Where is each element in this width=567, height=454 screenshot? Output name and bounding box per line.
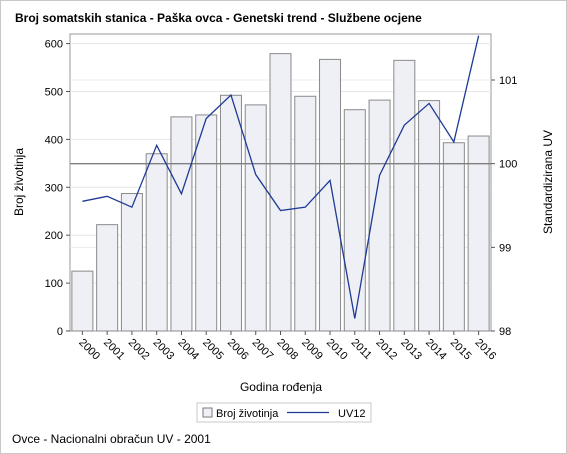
y-tick-label: 100 bbox=[45, 278, 63, 290]
x-tick-label: 2014 bbox=[423, 337, 449, 363]
x-tick-label: 2011 bbox=[349, 337, 374, 362]
y2-axis-label: Standardizirana UV bbox=[541, 130, 555, 234]
x-tick-label: 2001 bbox=[101, 337, 127, 363]
y-axis-left: 0 100 200 300 400 500 600 bbox=[45, 39, 70, 338]
x-tick-label: 2007 bbox=[250, 337, 276, 363]
y-tick-label: 300 bbox=[45, 182, 63, 194]
bar bbox=[467, 135, 490, 332]
legend-bar-swatch bbox=[202, 407, 213, 418]
uv12-line bbox=[82, 35, 480, 319]
x-axis: 2000200120022003200420052006200720082009… bbox=[76, 331, 498, 362]
legend-line-label: UV12 bbox=[338, 408, 366, 420]
legend: Broj životinja UV12 bbox=[196, 402, 372, 423]
bar bbox=[418, 100, 441, 332]
bar bbox=[120, 193, 143, 332]
x-tick-label: 2016 bbox=[472, 337, 498, 363]
bar bbox=[442, 142, 465, 332]
y2-tick-label: 99 bbox=[499, 242, 511, 254]
x-tick-label: 2008 bbox=[274, 337, 300, 363]
bar bbox=[219, 94, 242, 332]
bar bbox=[145, 153, 168, 332]
bar-series bbox=[71, 53, 490, 332]
chart-title: Broj somatskih stanica - Paška ovca - Ge… bbox=[15, 11, 422, 25]
bar bbox=[244, 104, 267, 332]
y-tick-label: 200 bbox=[45, 230, 63, 242]
x-tick-label: 2003 bbox=[151, 337, 177, 363]
bar bbox=[319, 58, 342, 332]
y-tick-label: 500 bbox=[45, 86, 63, 98]
x-tick-label: 2004 bbox=[175, 337, 201, 363]
x-tick-label: 2006 bbox=[225, 337, 251, 363]
x-axis-label: Godina rođenja bbox=[240, 380, 322, 394]
x-tick-label: 2009 bbox=[299, 337, 325, 363]
x-tick-label: 2005 bbox=[200, 337, 226, 363]
legend-frame bbox=[196, 402, 372, 423]
footnote: Ovce - Nacionalni obračun UV - 2001 bbox=[12, 432, 211, 446]
bar bbox=[343, 109, 366, 332]
y-axis-label: Broj životinja bbox=[12, 148, 26, 216]
bar bbox=[71, 270, 94, 332]
bar bbox=[393, 59, 416, 332]
y-axis-right: 98 99 100 101 bbox=[491, 75, 517, 338]
x-tick-label: 2015 bbox=[448, 337, 474, 363]
bar bbox=[195, 114, 218, 332]
x-tick-label: 2002 bbox=[126, 337, 152, 363]
x-tick-label: 2010 bbox=[324, 337, 350, 363]
legend-bar-label: Broj životinja bbox=[216, 408, 279, 420]
y-tick-label: 400 bbox=[45, 134, 63, 146]
bar bbox=[294, 95, 317, 332]
x-tick-label: 2012 bbox=[373, 337, 399, 363]
x-tick-label: 2000 bbox=[76, 337, 102, 363]
bar bbox=[96, 224, 119, 332]
bar bbox=[170, 116, 193, 332]
y-tick-label: 600 bbox=[45, 39, 63, 51]
y-tick-label: 0 bbox=[57, 326, 63, 338]
bar bbox=[269, 53, 292, 332]
x-tick-label: 2013 bbox=[398, 337, 424, 363]
y2-tick-label: 98 bbox=[499, 326, 511, 338]
y2-tick-label: 100 bbox=[499, 159, 517, 171]
y2-tick-label: 101 bbox=[499, 75, 517, 87]
uv12-line-group bbox=[82, 35, 480, 319]
